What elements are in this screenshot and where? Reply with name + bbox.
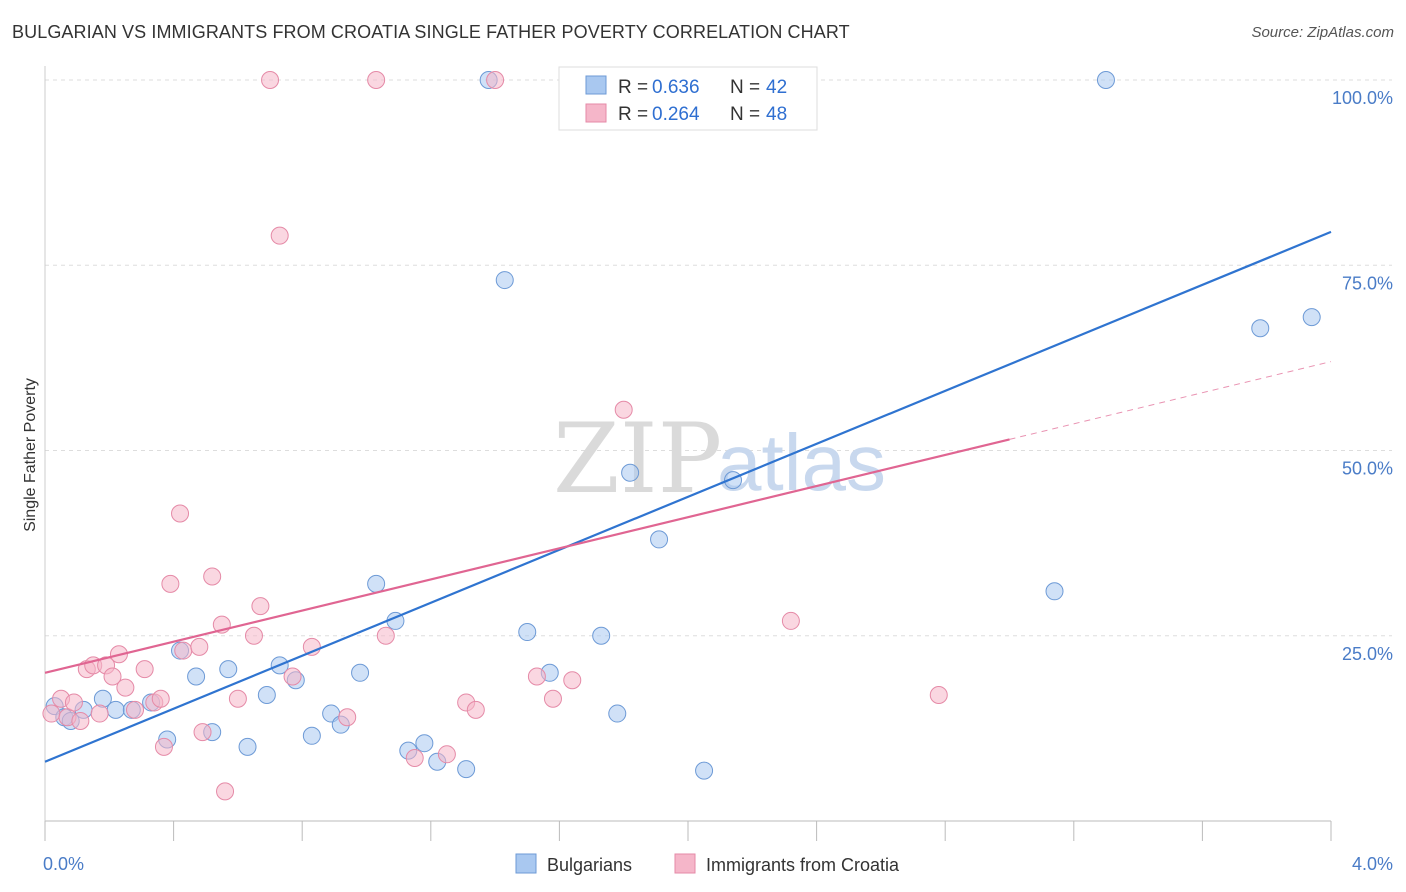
bulgarians-point <box>351 663 370 682</box>
legend-n-value-1: 42 <box>766 77 787 98</box>
bulgarians-point <box>495 271 514 290</box>
croatia-point <box>161 574 180 593</box>
trend-lines <box>44 230 1332 763</box>
bulgarians-point <box>187 667 206 686</box>
croatia-point <box>466 700 485 719</box>
croatia-point <box>90 704 109 723</box>
bulgarians-point <box>650 530 669 549</box>
legend-series: Bulgarians Immigrants from Croatia <box>515 853 900 875</box>
croatia-point <box>116 678 135 697</box>
bulgarians-trend-line <box>44 230 1332 763</box>
bulgarians-point <box>219 660 238 679</box>
legend-swatch-blue <box>585 75 607 95</box>
watermark-zip: ZIP <box>553 403 722 515</box>
bulgarians-point <box>367 574 386 593</box>
legend-n-label-1: N = <box>730 77 760 98</box>
croatia-point <box>376 626 395 645</box>
croatia-point <box>244 626 263 645</box>
croatia-point <box>193 723 212 742</box>
bulgarians-point <box>1302 308 1321 327</box>
croatia-point <box>64 693 83 712</box>
croatia-point <box>103 667 122 686</box>
croatia-point <box>543 689 562 708</box>
bulgarians-point <box>592 626 611 645</box>
croatia-point <box>367 71 386 89</box>
legend-n-value-2: 48 <box>766 104 787 125</box>
bulgarians-point <box>1096 71 1115 89</box>
croatia-point <box>151 689 170 708</box>
chart-title: BULGARIAN VS IMMIGRANTS FROM CROATIA SIN… <box>12 22 850 42</box>
croatia-point <box>437 745 456 764</box>
croatia-point <box>228 689 247 708</box>
bulgarians-point <box>457 760 476 779</box>
croatia-point <box>126 700 145 719</box>
bulgarians-point <box>106 700 125 719</box>
croatia-point <box>190 637 209 656</box>
croatia-point <box>270 226 289 245</box>
y-tick-label: 25.0% <box>1342 644 1393 664</box>
axes: 100.0% 75.0% 50.0% 25.0% 0.0% 4.0% <box>43 66 1393 874</box>
legend-r-label-1: R = <box>618 77 648 98</box>
croatia-point <box>563 671 582 690</box>
x-tick-label: 4.0% <box>1352 854 1393 874</box>
croatia-point <box>283 667 302 686</box>
bulgarians-point <box>608 704 627 723</box>
legend-croatia-label: Immigrants from Croatia <box>706 855 900 875</box>
croatia-trend-line <box>44 438 1010 674</box>
grid-lines <box>45 79 1392 637</box>
croatia-point <box>261 71 280 89</box>
croatia-point <box>171 504 190 523</box>
bulgarians-point <box>1045 582 1064 601</box>
legend-n-label-2: N = <box>730 104 760 125</box>
legend-stats: R = 0.636 N = 42 R = 0.264 N = 48 <box>558 66 818 131</box>
croatia-point <box>216 782 235 801</box>
croatia-point <box>486 71 505 89</box>
croatia-point <box>203 567 222 586</box>
y-tick-label: 100.0% <box>1332 88 1393 108</box>
croatia-point <box>929 686 948 705</box>
legend-r-label-2: R = <box>618 104 648 125</box>
croatia-point <box>338 708 357 727</box>
legend-bulgarians-label: Bulgarians <box>547 855 632 875</box>
y-tick-label: 50.0% <box>1342 459 1393 479</box>
croatia-point <box>174 641 193 660</box>
watermark-atlas: atlas <box>717 418 886 507</box>
bulgarians-point <box>1251 319 1270 338</box>
bulgarians-point <box>257 686 276 705</box>
croatia-point <box>42 704 61 723</box>
croatia-point <box>71 711 90 730</box>
bulgarians-point <box>695 761 714 780</box>
legend-swatch-pink <box>585 103 607 123</box>
croatia-trend-extension <box>1009 361 1332 440</box>
croatia-point <box>614 400 633 419</box>
legend-bulgarians-swatch <box>515 853 537 874</box>
y-axis-label: Single Father Poverty <box>22 378 39 532</box>
croatia-point <box>135 660 154 679</box>
bulgarians-point <box>415 734 434 753</box>
croatia-point <box>527 667 546 686</box>
x-tick-label: 0.0% <box>43 854 84 874</box>
croatia-point <box>405 749 424 768</box>
legend-r-value-1: 0.636 <box>652 77 700 98</box>
watermark: ZIP atlas <box>553 403 886 515</box>
source-label: Source: ZipAtlas.com <box>1251 24 1394 41</box>
y-tick-label: 75.0% <box>1342 273 1393 293</box>
bulgarians-point <box>621 463 640 482</box>
croatia-point <box>251 597 270 616</box>
bulgarians-point <box>518 623 537 642</box>
legend-croatia-swatch <box>674 853 696 874</box>
croatia-point <box>154 737 173 756</box>
croatia-point <box>781 611 800 630</box>
bulgarians-point <box>238 737 257 756</box>
legend-r-value-2: 0.264 <box>652 104 700 125</box>
bulgarians-point <box>302 726 321 745</box>
